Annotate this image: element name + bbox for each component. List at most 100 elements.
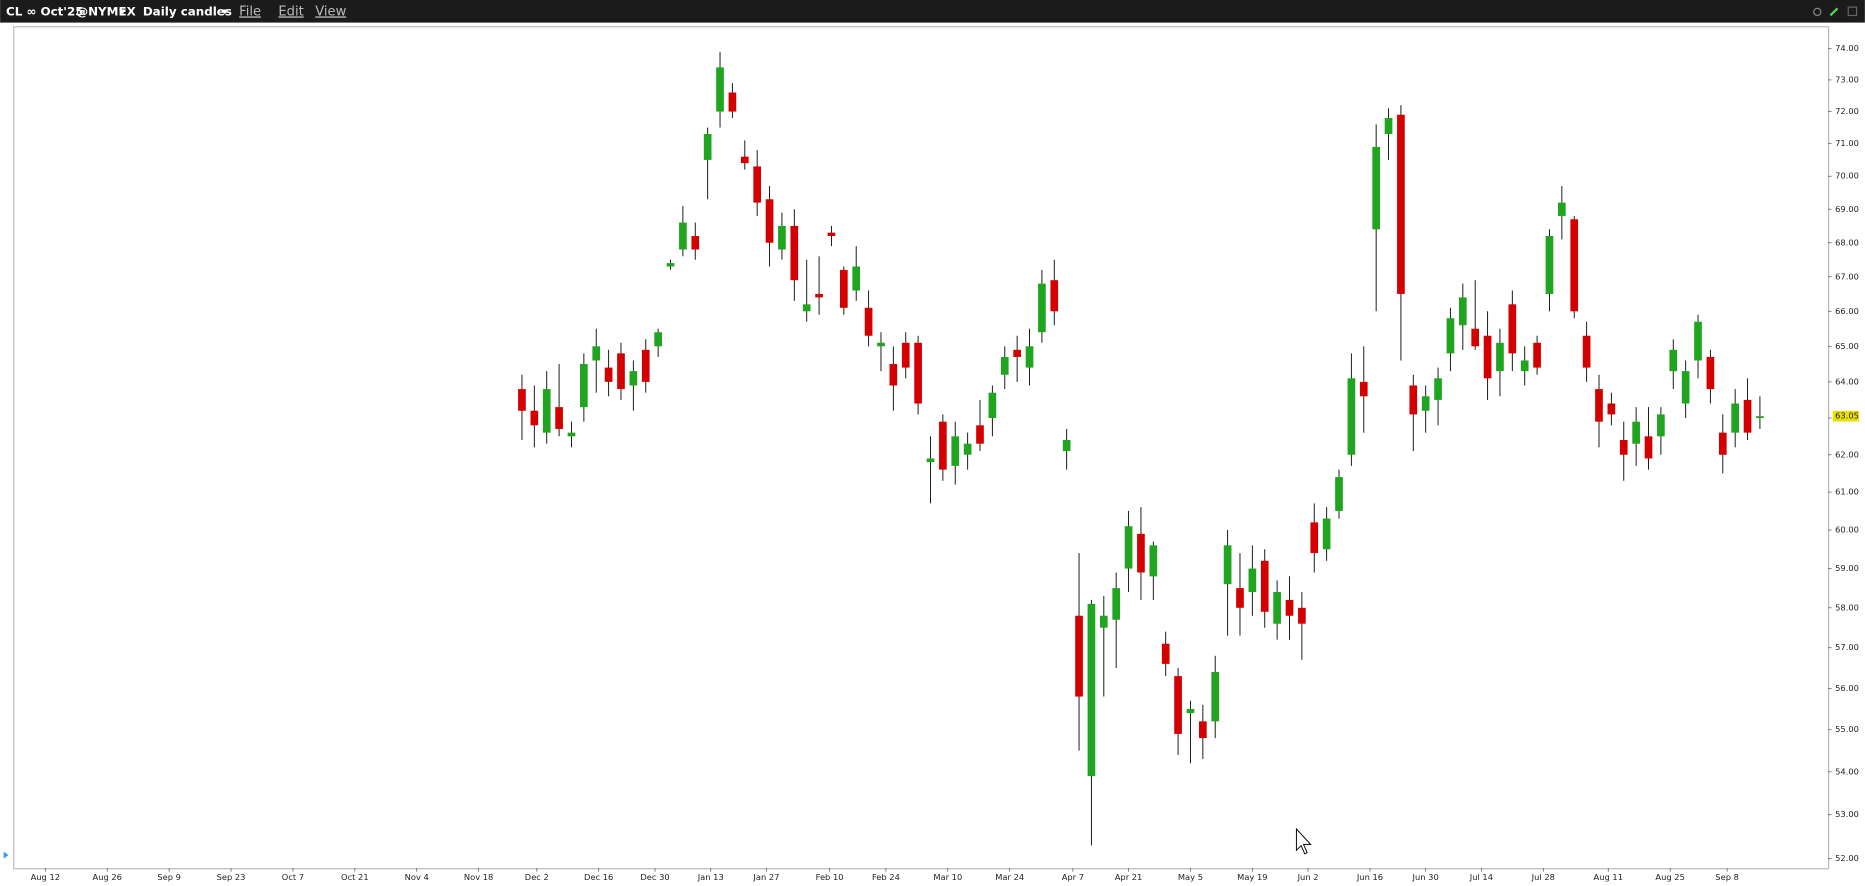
candle-body [901,342,910,368]
x-tick-label: Sep 23 [217,872,246,882]
candle-body [1595,389,1603,422]
menu-file[interactable]: File [239,4,261,19]
candle-body [1075,615,1083,697]
menu-view[interactable]: View [315,4,346,19]
candle-body [567,432,576,437]
candle-body [1496,342,1504,372]
x-tick-label: Jan 13 [697,872,724,882]
y-tick-label: 53.00 [1835,809,1859,819]
x-tick-label: May 5 [1178,872,1203,882]
candle-body [1087,603,1096,777]
candle-body [1260,560,1269,612]
candle-body [926,458,935,463]
x-tick-label: Mar 10 [933,872,962,882]
y-tick-label: 66.00 [1835,306,1859,316]
candle-body [1186,708,1195,714]
candle-body [839,269,848,308]
candle-body [1384,117,1393,134]
candle-body [1248,568,1257,593]
candle-body [914,342,922,404]
y-tick-label: 62.00 [1835,449,1859,459]
candle-body [1446,318,1455,354]
candle-body [1669,349,1678,372]
candle-body [1582,335,1591,368]
x-tick-label: Aug 12 [31,872,60,882]
candle-body [1099,615,1108,628]
candle-body [1434,378,1442,400]
candle-body [1124,526,1133,569]
x-tick-label: Apr 21 [1115,872,1143,882]
candle-body [1062,439,1071,452]
plot-area [13,26,1830,870]
link-icon[interactable] [1829,7,1839,17]
candle-body [976,425,984,444]
candle-body [1545,236,1554,294]
candle-body [728,92,737,112]
x-tick-label: Nov 18 [464,872,493,882]
candle-body [802,304,811,312]
candle-body [1000,356,1009,375]
candle-body [1458,297,1467,326]
candle-body [753,166,762,203]
candle-body [963,443,972,455]
y-tick-label: 72.00 [1835,106,1859,116]
candle-body [877,342,885,347]
candle-body [1013,349,1021,357]
candle-body [1558,202,1566,216]
candle-body [1706,356,1715,390]
candle-body [951,436,960,466]
candle-body [988,392,997,419]
candle-body [1607,403,1616,415]
candle-body [1756,416,1764,419]
candle-body [889,364,898,386]
candle-body [1211,672,1220,722]
x-tick-label: Aug 25 [1655,872,1684,882]
last-price-label: 63.05 [1835,411,1859,421]
candle-body [666,263,675,267]
candle-body [1137,533,1145,573]
candle-body [1310,522,1319,554]
candle-body [1533,342,1541,368]
candle-body [1199,721,1207,739]
x-tick-label: Nov 4 [405,872,429,882]
x-tick-label: Oct 7 [282,872,304,882]
candle-body [815,293,823,298]
x-tick-label: Jan 27 [752,872,779,882]
candle-body [629,371,638,386]
candle-body [1694,321,1702,361]
y-tick-label: 61.00 [1835,487,1859,497]
x-tick-label: Aug 11 [1594,872,1623,882]
candle-body [1112,588,1121,620]
candle-body [1520,360,1529,372]
x-tick-label: Jun 16 [1356,872,1383,882]
y-tick-label: 57.00 [1835,642,1859,652]
candle-body [827,232,836,237]
x-tick-label: Jul 28 [1531,872,1555,882]
candle-body [1619,439,1628,455]
candle-body [691,236,700,250]
mouse-cursor [1295,827,1312,855]
candle-body [617,353,625,390]
candle-body [1236,588,1244,608]
fullscreen-icon[interactable] [1847,6,1858,17]
candle-body [1372,146,1380,230]
menu-edit[interactable]: Edit [278,4,303,19]
dropdown-arrow[interactable] [221,9,229,15]
dropdown-arrow[interactable] [119,9,127,15]
candle-body [1285,599,1294,616]
symbol[interactable]: CL ∞ Oct'25 [6,4,83,18]
candle-body [1471,328,1480,347]
exchange[interactable]: @NYMEX [76,4,136,18]
x-tick-label: Dec 16 [584,872,613,882]
candle-body [852,266,861,291]
settings-icon[interactable] [1813,7,1822,17]
candle-body [592,346,601,361]
x-tick-label: Jun 30 [1412,872,1439,882]
last-price-box [1832,410,1859,422]
candle-body [1657,414,1665,437]
candle-body [1273,592,1281,624]
interval[interactable]: Daily candles [143,4,232,18]
top-bar [0,0,1865,23]
y-tick-label: 74.00 [1835,43,1859,53]
